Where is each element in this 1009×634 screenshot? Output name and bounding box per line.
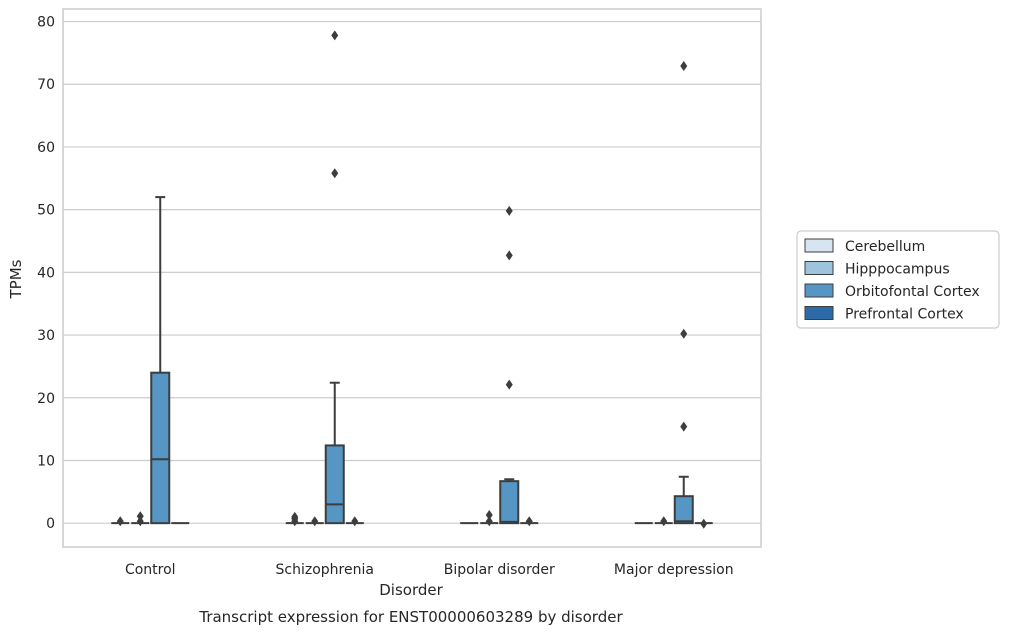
- y-tick-label: 0: [46, 516, 55, 532]
- box-orbitofontal-cortex: [150, 196, 171, 525]
- outlier-point: [525, 516, 533, 527]
- legend-label: Orbitofontal Cortex: [845, 284, 980, 300]
- box-hipppocampus: [654, 516, 673, 527]
- outlier-point: [680, 328, 688, 339]
- y-tick-labels: 0 10 20 30 40 50 60 70 80: [37, 15, 55, 533]
- box-body: [673, 495, 694, 525]
- figure-caption: Transcript expression for ENST0000060328…: [198, 608, 623, 626]
- legend-frame: [796, 230, 1000, 329]
- legend-swatch: [804, 238, 834, 253]
- box-cerebellum: [285, 511, 304, 527]
- box-hipppocampus: [131, 511, 150, 527]
- outlier-point: [505, 379, 513, 390]
- outlier-point: [116, 516, 124, 527]
- x-tick-label: Control: [125, 562, 176, 578]
- outlier-point: [311, 516, 319, 527]
- legend-label: Prefrontal Cortex: [845, 307, 964, 323]
- outlier-point: [505, 250, 513, 261]
- y-tick-label: 40: [37, 265, 55, 281]
- x-axis-label: Disorder: [379, 581, 443, 599]
- x-tick-label: Bipolar disorder: [444, 562, 555, 578]
- outlier-point: [136, 511, 144, 522]
- box-hipppocampus: [305, 516, 324, 527]
- outlier-point: [351, 516, 359, 527]
- y-tick-label: 50: [37, 203, 55, 219]
- legend-item: Cerebellum: [804, 238, 925, 255]
- box-marks: [111, 30, 713, 529]
- y-tick-label: 80: [37, 15, 55, 31]
- legend-item: Orbitofontal Cortex: [804, 283, 980, 300]
- legend-swatch: [804, 261, 834, 275]
- box-prefrontal-cortex: [694, 518, 713, 529]
- plot-frame: [62, 8, 762, 548]
- outlier-point: [700, 518, 708, 529]
- box-body: [499, 480, 520, 525]
- outlier-point: [485, 510, 493, 521]
- box-hipppocampus: [480, 510, 499, 527]
- y-tick-label: 60: [37, 140, 55, 156]
- y-tick-label: 20: [37, 391, 55, 407]
- outlier-point: [331, 30, 339, 41]
- legend-label: Cerebellum: [845, 239, 925, 255]
- outlier-point: [680, 421, 688, 432]
- x-tick-labels: Control Schizophrenia Bipolar disorder Majo…: [125, 562, 734, 578]
- box-prefrontal-cortex: [520, 516, 539, 527]
- y-tick-label: 70: [37, 77, 55, 93]
- box-body: [150, 371, 171, 525]
- outlier-point: [291, 511, 299, 522]
- y-gridlines: [63, 20, 761, 524]
- x-tick-label: Major depression: [614, 562, 734, 578]
- box-prefrontal-cortex: [345, 516, 364, 527]
- legend-swatch: [804, 306, 834, 320]
- outlier-point: [485, 516, 493, 527]
- outlier-point: [680, 61, 688, 72]
- legend-swatch: [804, 283, 834, 298]
- y-tick-label: 10: [37, 453, 55, 469]
- box-body: [324, 444, 345, 525]
- legend-label: Hipppocampus: [845, 262, 950, 278]
- box-orbitofontal-cortex: [673, 61, 694, 525]
- outlier-point: [331, 168, 339, 179]
- y-axis-label: TPMs: [7, 259, 25, 299]
- outlier-point: [660, 516, 668, 527]
- y-tick-label: 30: [37, 328, 55, 344]
- box-cerebellum: [111, 516, 130, 527]
- box-orbitofontal-cortex: [324, 30, 345, 525]
- legend-item: Hipppocampus: [804, 261, 950, 278]
- x-tick-label: Schizophrenia: [276, 562, 374, 578]
- outlier-point: [136, 516, 144, 527]
- box-orbitofontal-cortex: [499, 205, 520, 525]
- outlier-point: [505, 205, 513, 216]
- legend-item: Prefrontal Cortex: [804, 306, 964, 323]
- legend: Cerebellum Hipppocampus Orbitofontal Corte…: [796, 230, 1000, 329]
